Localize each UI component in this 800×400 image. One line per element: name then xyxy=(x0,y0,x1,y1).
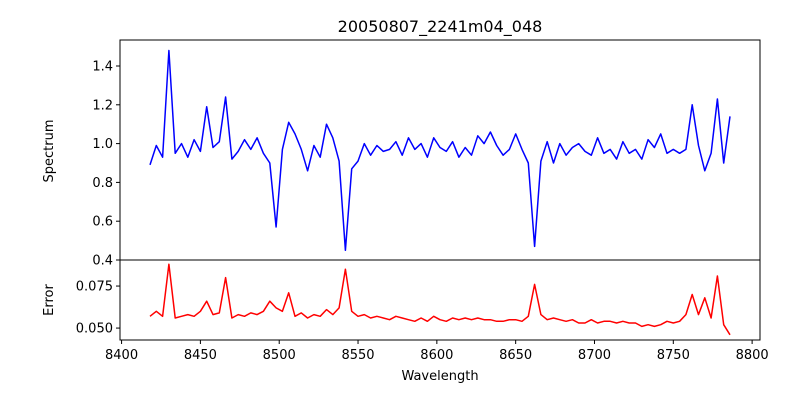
x-axis-label: Wavelength xyxy=(401,369,478,384)
chart-title: 20050807_2241m04_048 xyxy=(338,17,543,37)
error-axes-frame xyxy=(119,259,761,341)
spectrum-series-line xyxy=(149,49,731,252)
x-tick-label: 8800 xyxy=(736,348,769,363)
plot-layer: 0.4 0.6 0.8 1.0 1.2 1.4 0.050 0.075 8400 8450 8500… xyxy=(76,39,769,363)
x-tick-label: 8450 xyxy=(184,348,217,363)
x-tick-label: 8650 xyxy=(499,348,532,363)
x-tick-label: 8600 xyxy=(420,348,453,363)
spectrum-y-tick-label: 0.6 xyxy=(92,215,113,230)
spectrum-y-tick-label: 1.4 xyxy=(92,59,113,74)
x-tick-label: 8550 xyxy=(341,348,374,363)
error-y-tick-label: 0.050 xyxy=(76,322,113,337)
spectrum-axes-frame xyxy=(119,39,761,261)
spectrum-y-tick-label: 1.2 xyxy=(92,98,113,113)
spectrum-y-tick-label: 0.4 xyxy=(92,254,113,269)
x-tick-label: 8400 xyxy=(105,348,138,363)
x-tick-label: 8500 xyxy=(263,348,296,363)
y-axis-label-error: Error xyxy=(42,284,57,316)
x-tick-label: 8750 xyxy=(657,348,690,363)
error-y-tick-label: 0.075 xyxy=(76,280,113,295)
spectrum-y-tick-label: 0.8 xyxy=(92,176,113,191)
x-tick-label: 8700 xyxy=(578,348,611,363)
y-axis-label-spectrum: Spectrum xyxy=(42,120,57,183)
spectrum-y-tick-label: 1.0 xyxy=(92,137,113,152)
error-series-line xyxy=(149,263,731,336)
